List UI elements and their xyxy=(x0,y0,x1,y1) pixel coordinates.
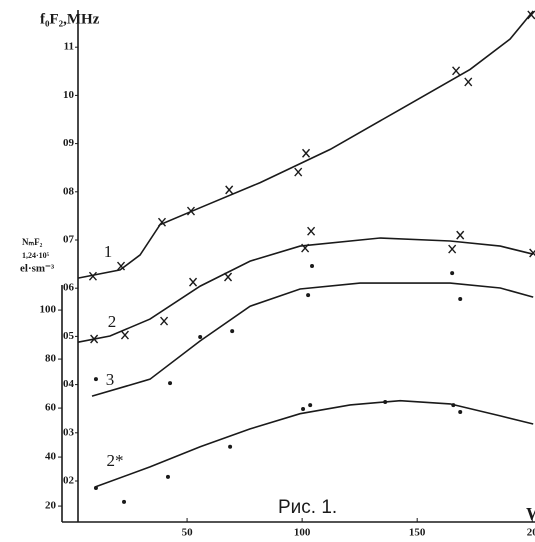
x-marker xyxy=(160,316,169,326)
y2-tick-label: 40 xyxy=(45,451,57,463)
dot-marker xyxy=(458,297,463,302)
x-marker xyxy=(120,330,129,340)
dot-marker xyxy=(230,329,235,334)
x-marker-stroke xyxy=(529,249,535,258)
x-marker xyxy=(456,230,465,240)
x-marker-stroke xyxy=(186,206,196,216)
y-tick-label: 06 xyxy=(63,282,75,294)
y2-axis-title: NₘF₂ xyxy=(22,237,43,247)
x-marker-stroke xyxy=(224,272,233,282)
dot-marker xyxy=(301,407,306,412)
curve-label: 3 xyxy=(106,370,115,389)
x-marker-stroke xyxy=(294,167,303,177)
x-tick-label: 150 xyxy=(409,527,426,539)
x-marker xyxy=(90,334,99,344)
x-marker-stroke xyxy=(307,226,316,236)
x-marker xyxy=(225,185,234,195)
dot-marker xyxy=(122,499,127,504)
x-axis-title: W xyxy=(526,504,535,524)
x-marker xyxy=(186,206,196,216)
x-marker xyxy=(452,66,461,76)
y-tick-label: 03 xyxy=(63,426,75,438)
x-marker xyxy=(527,10,535,20)
x-marker xyxy=(307,226,316,236)
figure-caption: Рис. 1. xyxy=(278,497,337,518)
curve-label: 2 xyxy=(108,312,117,331)
x-marker xyxy=(117,261,126,271)
x-marker xyxy=(88,271,97,281)
x-marker-stroke xyxy=(90,334,99,344)
x-marker xyxy=(157,217,167,227)
x-marker-stroke xyxy=(456,230,465,240)
x-marker-stroke xyxy=(88,271,97,281)
x-marker xyxy=(189,277,198,287)
y-tick-label: 11 xyxy=(64,41,74,53)
x-marker xyxy=(464,77,473,87)
curve-label: 1 xyxy=(104,242,113,261)
fit-curve xyxy=(77,10,534,279)
x-marker-stroke xyxy=(225,185,234,195)
dot-marker xyxy=(451,403,456,408)
fit-curve xyxy=(77,237,534,343)
x-marker-stroke xyxy=(160,316,169,326)
y-tick-label: 09 xyxy=(63,137,75,149)
dot-marker xyxy=(458,409,463,414)
dot-marker xyxy=(306,293,311,298)
dot-marker xyxy=(450,271,455,276)
x-marker xyxy=(294,167,303,177)
dot-marker xyxy=(93,377,98,382)
x-marker-stroke xyxy=(301,243,310,253)
y2-tick-label: 60 xyxy=(45,402,57,414)
y-tick-label: 08 xyxy=(63,185,75,197)
dot-marker xyxy=(198,335,203,340)
x-marker-stroke xyxy=(117,261,126,271)
x-marker xyxy=(224,272,233,282)
x-marker-stroke xyxy=(527,10,535,20)
x-tick-label: 100 xyxy=(294,527,311,539)
y2-tick-label: 100 xyxy=(40,304,57,316)
dot-marker xyxy=(310,263,315,268)
dot-marker xyxy=(228,444,233,449)
dot-marker xyxy=(93,485,98,490)
x-marker xyxy=(302,148,311,158)
x-marker-stroke xyxy=(120,330,129,340)
x-marker-stroke xyxy=(464,77,473,87)
x-marker-stroke xyxy=(189,277,198,287)
x-tick-label: 50 xyxy=(182,527,194,539)
x-marker-stroke xyxy=(157,217,167,227)
y2-tick-label: 80 xyxy=(45,353,57,365)
x-marker xyxy=(448,244,457,254)
dot-marker xyxy=(165,474,170,479)
x-marker xyxy=(301,243,310,253)
dot-marker xyxy=(308,403,313,408)
dot-marker xyxy=(383,399,388,404)
y-tick-label: 10 xyxy=(63,89,75,101)
y-tick-label: 05 xyxy=(63,330,75,342)
y2-axis-title: 1,24·10⁵ xyxy=(22,251,50,260)
x-marker-stroke xyxy=(302,148,311,158)
y-tick-label: 07 xyxy=(63,234,75,246)
x-marker xyxy=(529,248,535,258)
x-marker-stroke xyxy=(452,66,461,76)
x-tick-label: 20 xyxy=(527,527,535,539)
y2-axis-title: el·sm⁻³ xyxy=(20,263,55,275)
curve-label: 2* xyxy=(107,451,124,470)
fit-curve xyxy=(94,399,534,488)
fit-curve xyxy=(91,282,534,397)
y-tick-label: 04 xyxy=(63,378,75,390)
dot-marker xyxy=(168,381,173,386)
y-axis-title: f₀F₂,MHz xyxy=(40,11,100,27)
x-marker-stroke xyxy=(448,244,457,254)
y2-tick-label: 20 xyxy=(45,500,57,512)
y-tick-label: 02 xyxy=(63,475,75,487)
